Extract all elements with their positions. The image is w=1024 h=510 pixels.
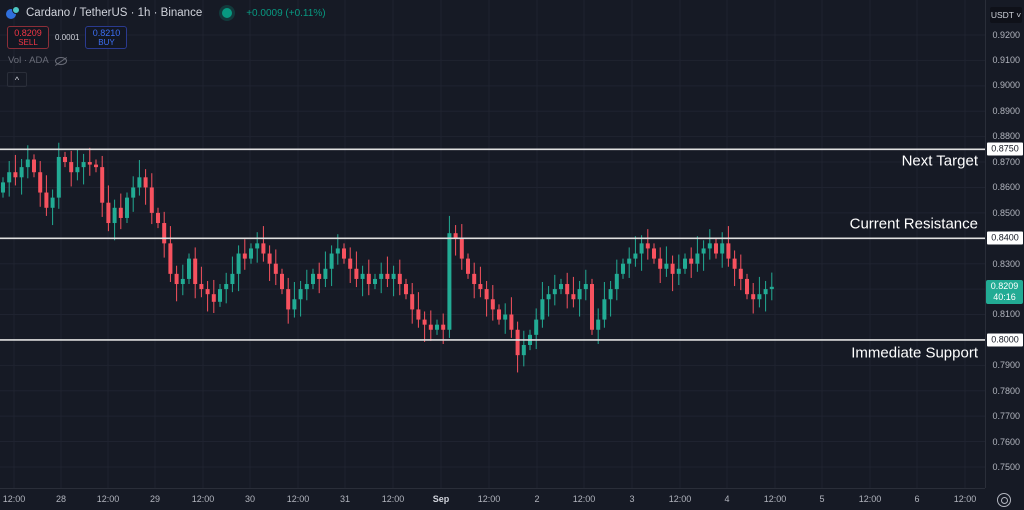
time-tick: 12:00 [286, 494, 310, 504]
price-tick: 0.9000 [992, 80, 1020, 90]
time-tick: 12:00 [477, 494, 501, 504]
time-tick: 6 [914, 494, 920, 504]
level-price-label-next-target[interactable]: 0.8750 [987, 142, 1023, 156]
time-tick: 3 [629, 494, 635, 504]
price-tick: 0.8300 [992, 259, 1020, 269]
time-tick: 12:00 [2, 494, 26, 504]
time-tick: 12:00 [191, 494, 215, 504]
price-tick: 0.7800 [992, 386, 1020, 396]
sell-button[interactable]: 0.8209 SELL [7, 26, 49, 49]
time-tick: 30 [244, 494, 256, 504]
market-open-status-icon [222, 8, 233, 18]
price-change: +0.0009 (+0.11%) [246, 7, 326, 19]
settings-gear-icon[interactable] [997, 493, 1011, 507]
price-tick: 0.8500 [992, 208, 1020, 218]
eye-hidden-icon[interactable] [54, 56, 67, 65]
time-tick: 12:00 [96, 494, 120, 504]
price-tick: 0.8900 [992, 106, 1020, 116]
ada-usdt-logo-icon [6, 6, 20, 20]
time-axis[interactable]: 12:00 28 12:00 29 12:00 30 12:00 31 12:0… [0, 488, 985, 510]
time-tick: 12:00 [572, 494, 596, 504]
buy-label: BUY [98, 37, 115, 47]
last-price-badge: 0.8209 40:16 [986, 280, 1023, 304]
buy-price: 0.8210 [92, 27, 121, 38]
price-tick: 0.8600 [992, 182, 1020, 192]
price-tick: 0.8700 [992, 157, 1020, 167]
price-tick: 0.8800 [992, 131, 1020, 141]
annotation-immediate-support[interactable]: Immediate Support [851, 344, 978, 362]
annotation-next-target[interactable]: Next Target [901, 152, 978, 170]
level-price-label-support[interactable]: 0.8000 [987, 333, 1023, 347]
time-tick: 12:00 [381, 494, 405, 504]
currency-label: USDT ˅ [990, 10, 1022, 20]
time-tick: Sep [432, 494, 450, 504]
price-tick: 0.7900 [992, 360, 1020, 370]
symbol-header: Cardano / TetherUS · 1h · Binance +0.000… [6, 6, 326, 20]
time-tick: 31 [339, 494, 351, 504]
time-tick: 12:00 [858, 494, 882, 504]
time-tick: 29 [149, 494, 161, 504]
price-tick: 0.7700 [992, 411, 1020, 421]
sell-label: SELL [18, 37, 38, 47]
buy-button[interactable]: 0.8210 BUY [85, 26, 128, 49]
time-tick: 12:00 [668, 494, 692, 504]
sell-price: 0.8209 [14, 27, 42, 38]
time-tick: 4 [724, 494, 730, 504]
time-tick: 28 [55, 494, 67, 504]
symbol-title[interactable]: Cardano / TetherUS · 1h · Binance [26, 7, 203, 19]
time-tick: 12:00 [953, 494, 977, 504]
volume-indicator: Vol · ADA [8, 55, 67, 66]
last-price-value: 0.8209 [990, 281, 1019, 291]
time-tick: 5 [819, 494, 825, 504]
price-axis[interactable]: USDT ˅ 0.9200 0.9100 0.9000 0.8900 0.880… [985, 0, 1024, 488]
price-tick: 0.7600 [992, 437, 1020, 447]
trade-panel: 0.8209 SELL 0.0001 0.8210 BUY [7, 26, 128, 49]
price-tick: 0.7500 [992, 462, 1020, 472]
collapse-legend-button[interactable]: ^ [7, 72, 27, 87]
time-tick: 2 [534, 494, 540, 504]
currency-selector[interactable]: USDT ˅ [990, 7, 1022, 23]
price-tick: 0.9200 [992, 30, 1020, 40]
price-tick: 0.8100 [992, 309, 1020, 319]
annotation-current-resistance[interactable]: Current Resistance [849, 215, 978, 233]
chevron-up-icon: ^ [14, 74, 20, 85]
price-tick: 0.9100 [992, 55, 1020, 65]
level-price-label-resistance[interactable]: 0.8400 [987, 231, 1023, 245]
price-chart[interactable] [0, 0, 985, 488]
spread-value: 0.0001 [55, 33, 80, 42]
bar-countdown: 40:16 [993, 292, 1016, 302]
volume-label[interactable]: Vol · ADA [8, 55, 49, 66]
time-tick: 12:00 [763, 494, 787, 504]
